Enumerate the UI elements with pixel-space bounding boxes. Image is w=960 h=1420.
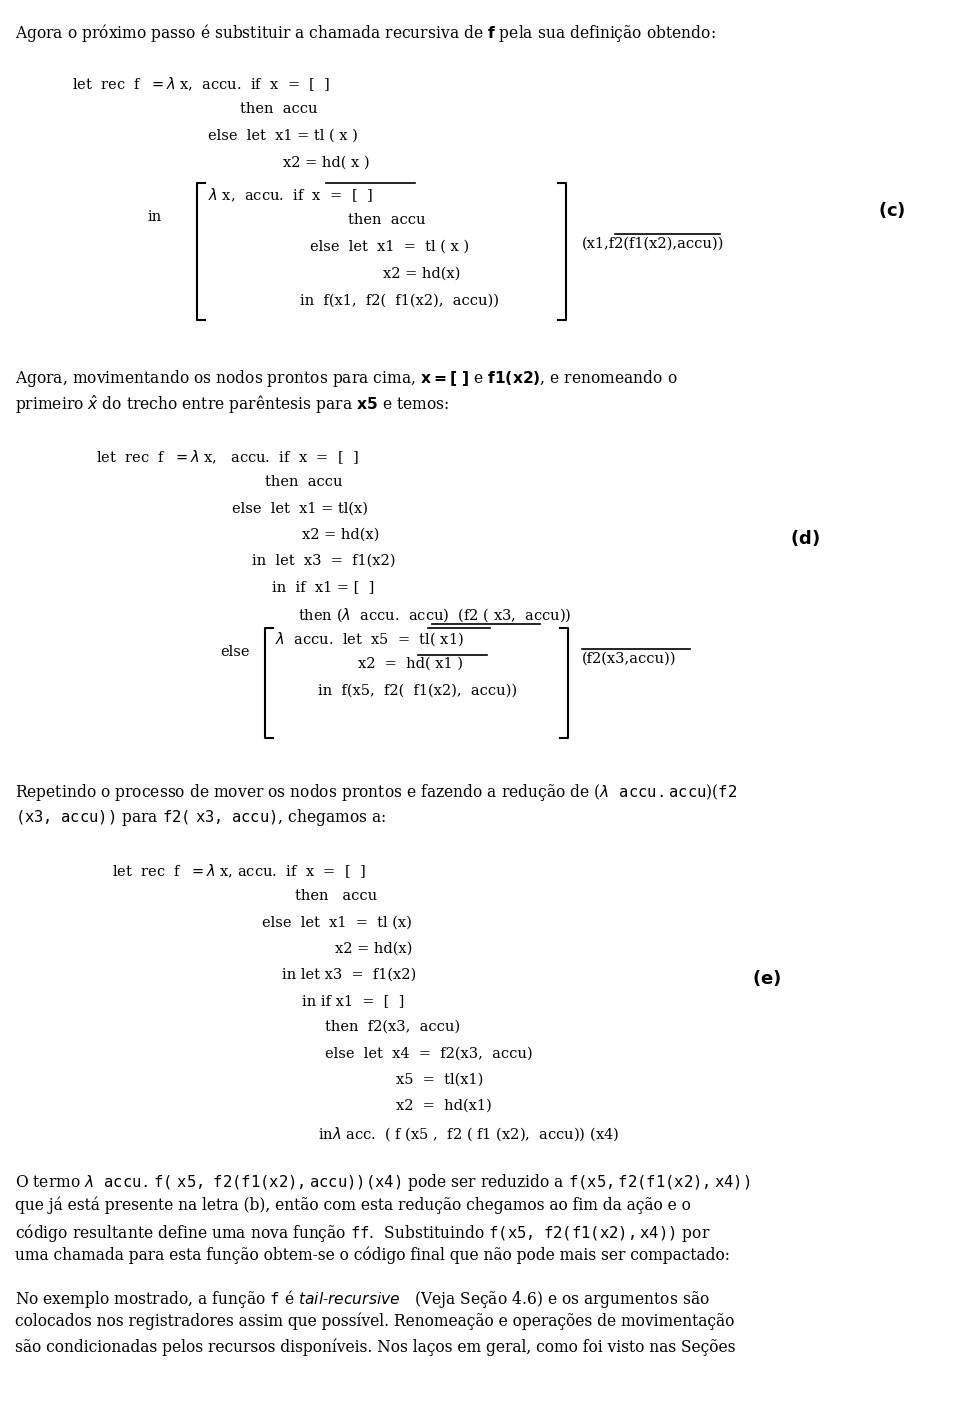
Text: O termo $\lambda$  $\mathtt{accu.f(\ x5,\ f2(f1(x2),accu))(x4)}$ pode ser reduzi: O termo $\lambda$ $\mathtt{accu.f(\ x5,\… [15, 1172, 751, 1193]
Text: else  let  x1  =  tl (x): else let x1 = tl (x) [262, 916, 412, 930]
Text: then ($\lambda$  accu.  accu)  (f2 ( x3,  accu)): then ($\lambda$ accu. accu) (f2 ( x3, ac… [298, 606, 571, 623]
Text: let  rec  f  $=\lambda$ x,  accu.  if  x  =  [  ]: let rec f $=\lambda$ x, accu. if x = [ ] [72, 75, 330, 92]
Text: x2  =  hd(x1): x2 = hd(x1) [396, 1099, 492, 1113]
Text: x5  =  tl(x1): x5 = tl(x1) [396, 1074, 484, 1086]
Text: x2 = hd(x): x2 = hd(x) [302, 528, 379, 542]
Text: código resultante define uma nova função $\mathtt{ff}$.  Substituindo $\mathtt{f: código resultante define uma nova função… [15, 1223, 710, 1244]
Text: then   accu: then accu [295, 889, 377, 903]
Text: in let x3  =  f1(x2): in let x3 = f1(x2) [282, 968, 417, 983]
Text: Repetindo o processo de mover os nodos prontos e fazendo a redução de ($\lambda$: Repetindo o processo de mover os nodos p… [15, 782, 737, 802]
Text: $\mathbf{(c)}$: $\mathbf{(c)}$ [878, 200, 905, 220]
Text: in if x1  =  [  ]: in if x1 = [ ] [302, 994, 404, 1008]
Text: then  accu: then accu [240, 102, 318, 116]
Text: else  let  x1 = tl(x): else let x1 = tl(x) [232, 503, 368, 515]
Text: $\lambda$ x,  accu.  if  x  =  [  ]: $\lambda$ x, accu. if x = [ ] [208, 186, 372, 203]
Text: No exemplo mostrado, a função $\mathtt{f}$ é $\mathit{tail}$-$\mathit{recursive}: No exemplo mostrado, a função $\mathtt{f… [15, 1288, 709, 1311]
Text: else: else [220, 645, 250, 659]
Text: else  let  x4  =  f2(x3,  accu): else let x4 = f2(x3, accu) [325, 1047, 533, 1061]
Text: in$\lambda$ acc.  ( f (x5 ,  f2 ( f1 (x2),  accu)) (x4): in$\lambda$ acc. ( f (x5 , f2 ( f1 (x2),… [318, 1125, 619, 1143]
Text: Agora o próximo passo é substituir a chamada recursiva de $\mathbf{f}$ pela sua : Agora o próximo passo é substituir a cha… [15, 21, 715, 44]
Text: $\mathbf{(d)}$: $\mathbf{(d)}$ [790, 528, 820, 548]
Text: primeiro $\hat{x}$ do trecho entre parêntesis para $\mathbf{x5}$ e temos:: primeiro $\hat{x}$ do trecho entre parên… [15, 393, 449, 416]
Text: in  if  x1 = [  ]: in if x1 = [ ] [272, 579, 374, 594]
Text: x2 = hd( x ): x2 = hd( x ) [283, 156, 370, 170]
Text: x2  =  hd( x1 ): x2 = hd( x1 ) [358, 657, 463, 672]
Text: $\mathtt{(x3,\ accu))}$ para $\mathtt{f2(\ x3,\ accu)}$, chegamos a:: $\mathtt{(x3,\ accu))}$ para $\mathtt{f2… [15, 807, 387, 828]
Text: then  f2(x3,  accu): then f2(x3, accu) [325, 1020, 460, 1034]
Text: in  f(x1,  f2(  f1(x2),  accu)): in f(x1, f2( f1(x2), accu)) [300, 294, 499, 308]
Text: x2 = hd(x): x2 = hd(x) [335, 941, 413, 956]
Text: else  let  x1  =  tl ( x ): else let x1 = tl ( x ) [310, 240, 469, 254]
Text: colocados nos registradores assim que possível. Renomeação e operações de movime: colocados nos registradores assim que po… [15, 1314, 734, 1331]
Text: Agora, movimentando os nodos prontos para cima, $\mathbf{x = [\ ]}$ e $\mathbf{f: Agora, movimentando os nodos prontos par… [15, 368, 678, 389]
Text: in  let  x3  =  f1(x2): in let x3 = f1(x2) [252, 554, 396, 568]
Text: then  accu: then accu [265, 476, 343, 488]
Text: que já está presente na letra (b), então com esta redução chegamos ao fim da açã: que já está presente na letra (b), então… [15, 1197, 691, 1214]
Text: x2 = hd(x): x2 = hd(x) [383, 267, 461, 281]
Text: $\lambda$  accu.  let  x5  =  tl( x1): $\lambda$ accu. let x5 = tl( x1) [275, 630, 464, 648]
Text: (x1,f2(f1(x2),accu)): (x1,f2(f1(x2),accu)) [582, 237, 725, 251]
Text: são condicionadas pelos recursos disponíveis. Nos laços em geral, como foi visto: são condicionadas pelos recursos disponí… [15, 1338, 735, 1356]
Text: in: in [148, 210, 162, 224]
Text: in  f(x5,  f2(  f1(x2),  accu)): in f(x5, f2( f1(x2), accu)) [318, 684, 517, 699]
Text: uma chamada para esta função obtem-se o código final que não pode mais ser compa: uma chamada para esta função obtem-se o … [15, 1247, 730, 1264]
Text: (f2(x3,accu)): (f2(x3,accu)) [582, 652, 677, 666]
Text: $\mathbf{(e)}$: $\mathbf{(e)}$ [752, 968, 781, 988]
Text: then  accu: then accu [348, 213, 425, 227]
Text: let  rec  f  $= \lambda$ x,   accu.  if  x  =  [  ]: let rec f $= \lambda$ x, accu. if x = [ … [96, 447, 359, 466]
Text: else  let  x1 = tl ( x ): else let x1 = tl ( x ) [208, 129, 358, 143]
Text: let  rec  f  $=\lambda$ x, accu.  if  x  =  [  ]: let rec f $=\lambda$ x, accu. if x = [ ] [112, 862, 366, 880]
